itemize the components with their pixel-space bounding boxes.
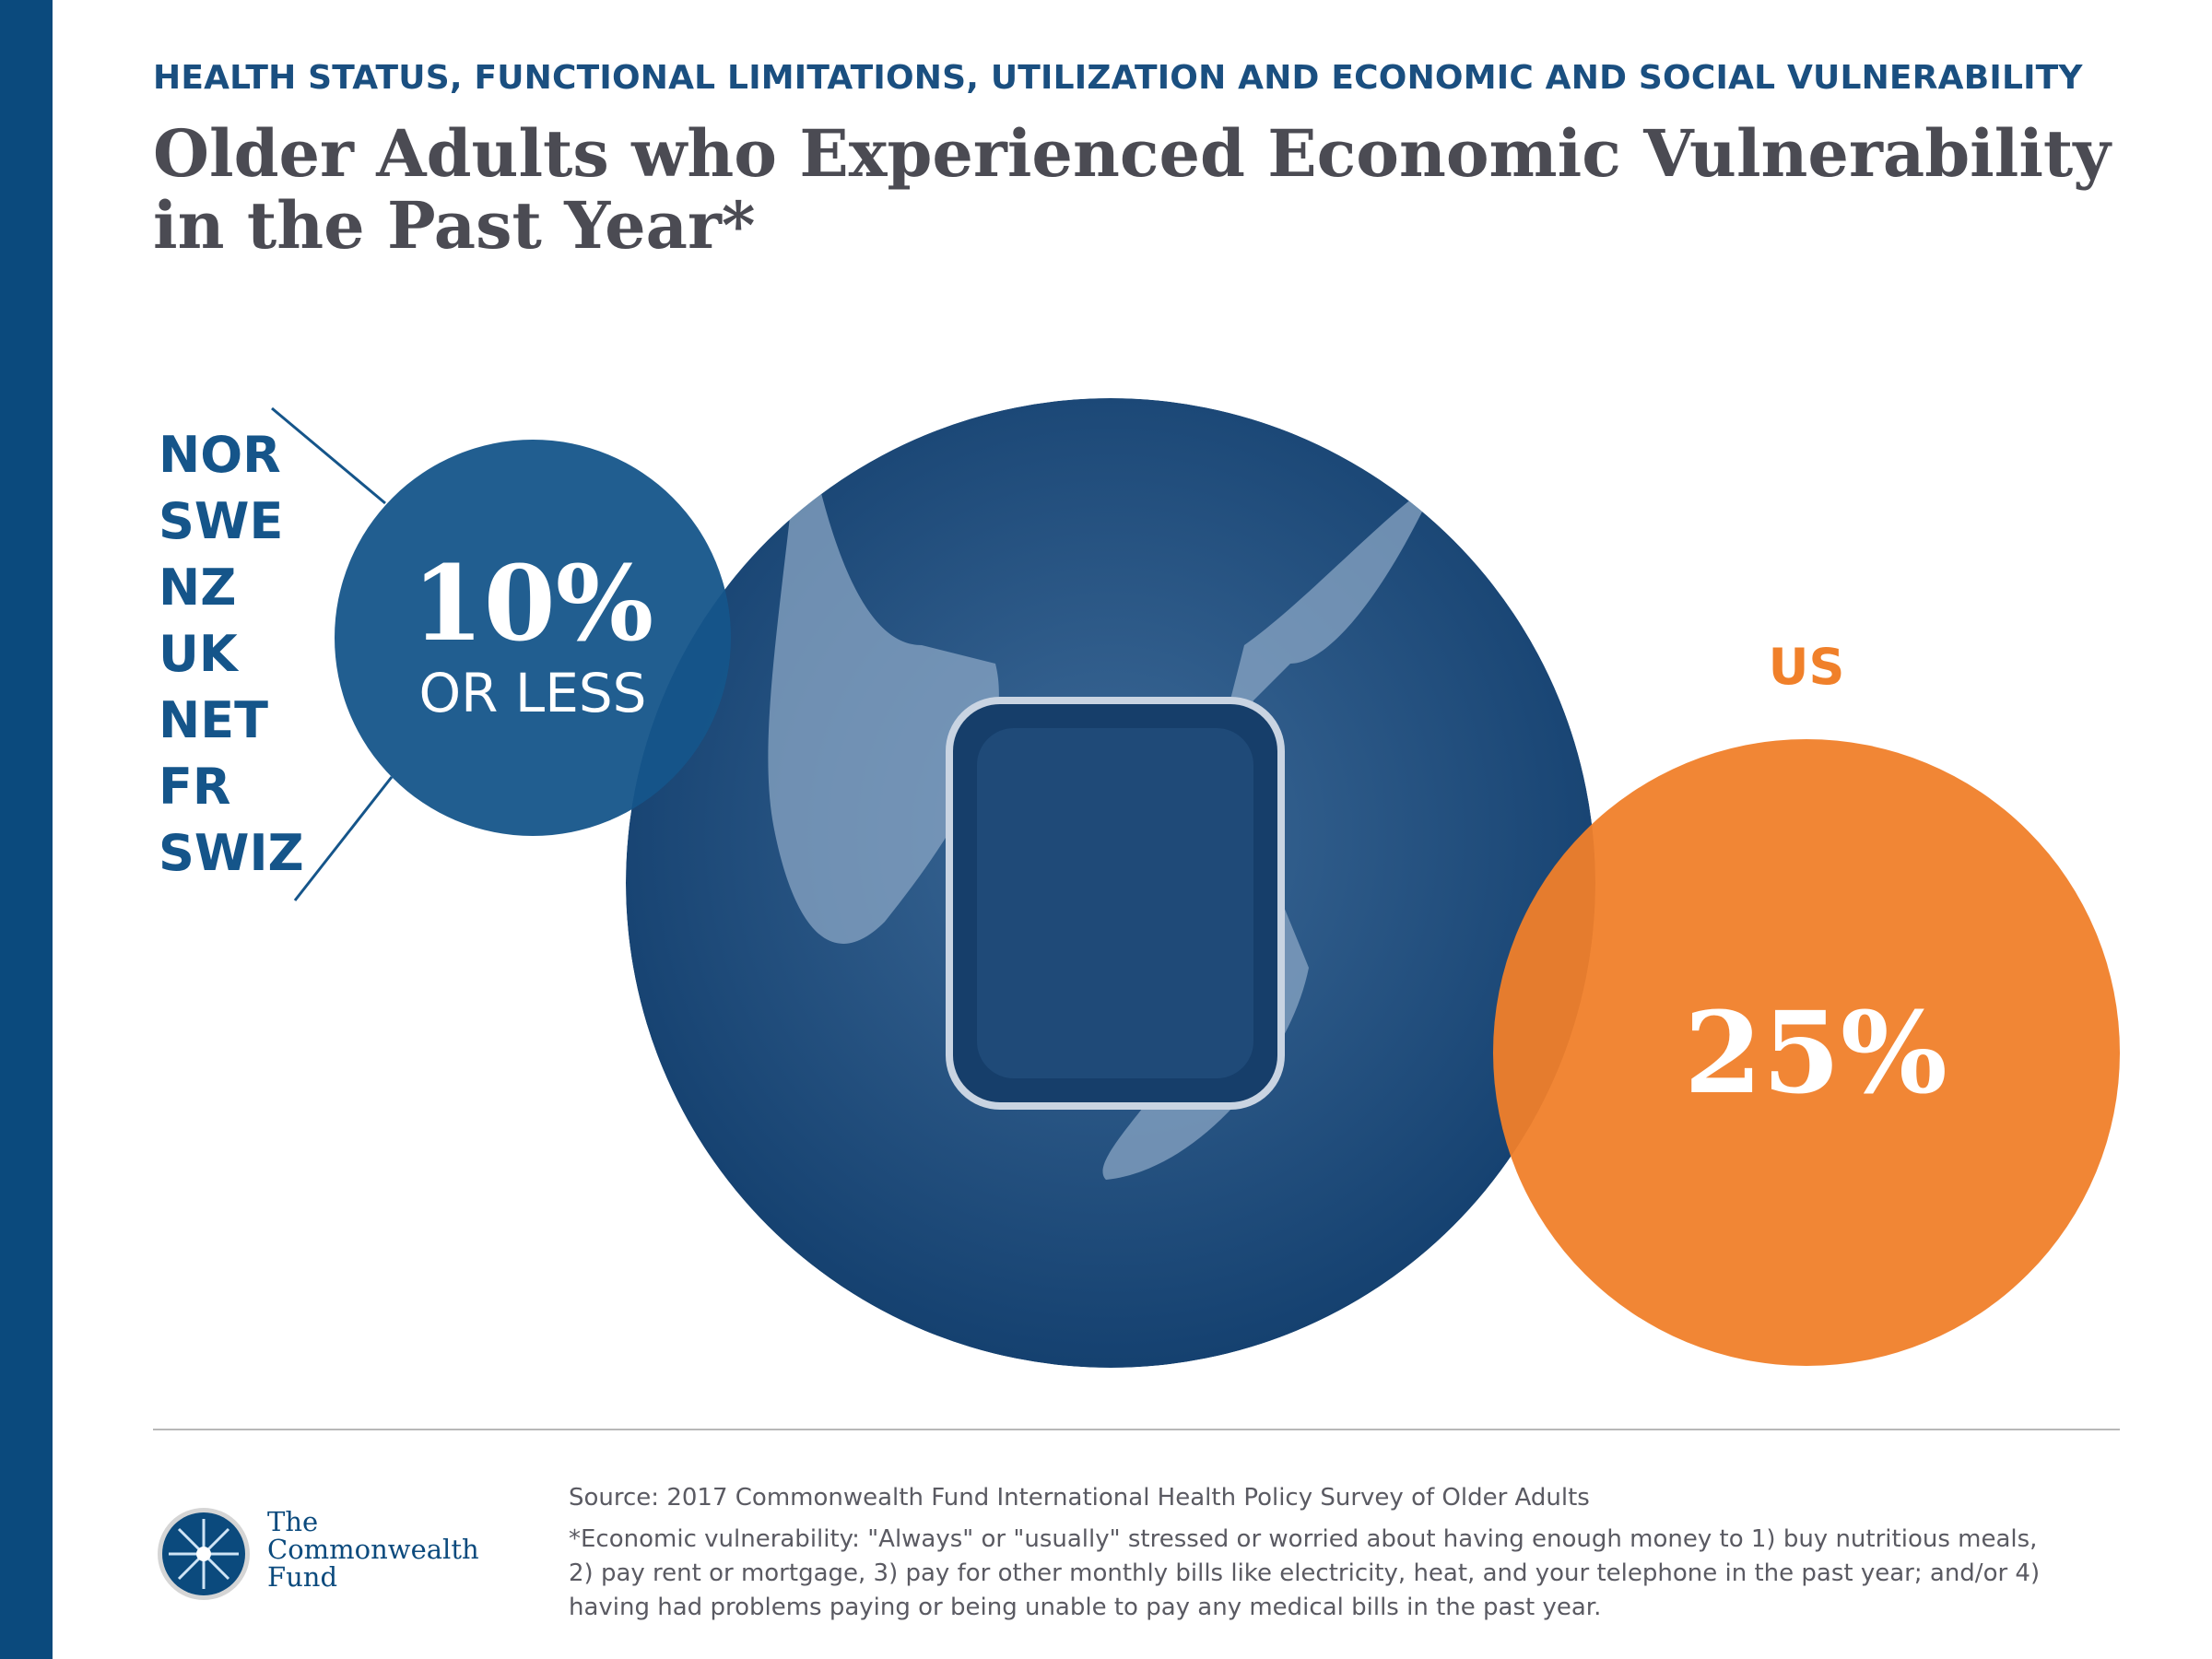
us-circle [1493, 739, 2120, 1366]
us-value: 25% [1684, 986, 1947, 1119]
low-group-value: 10% [411, 544, 654, 665]
country-list: NOR SWE NZ UK NET FR SWIZ [159, 422, 304, 887]
country-label: FR [159, 758, 231, 816]
page-title: Older Adults who Experienced Economic Vu… [153, 115, 2111, 264]
country-label: NOR [159, 426, 281, 484]
logo-wordmark: The Commonwealth Fund [267, 1508, 479, 1591]
connector-line-bottom [293, 776, 394, 901]
us-label: US [1768, 638, 1845, 696]
low-group-qualifier: OR LESS [418, 662, 647, 724]
logo-line: Commonwealth [267, 1534, 479, 1565]
low-group-circle [335, 440, 731, 836]
country-label: SWE [159, 492, 284, 550]
country-label: NZ [159, 559, 237, 617]
country-label: SWIZ [159, 824, 304, 882]
footer-divider [153, 1429, 2120, 1430]
section-kicker: HEALTH STATUS, FUNCTIONAL LIMITATIONS, U… [153, 59, 2083, 97]
commonwealth-fund-logo-icon [158, 1508, 250, 1600]
logo-line: The [267, 1506, 319, 1537]
country-label: UK [159, 625, 238, 683]
left-accent-bar [0, 0, 53, 1659]
connector-line-top [271, 406, 386, 505]
footnote: *Economic vulnerability: "Always" or "us… [569, 1525, 2041, 1621]
logo-line: Fund [267, 1561, 338, 1593]
hands-holding-empty-purse-photo [626, 398, 1595, 1368]
country-label: NET [159, 691, 268, 749]
source-note: Source: 2017 Commonwealth Fund Internati… [569, 1484, 1590, 1512]
